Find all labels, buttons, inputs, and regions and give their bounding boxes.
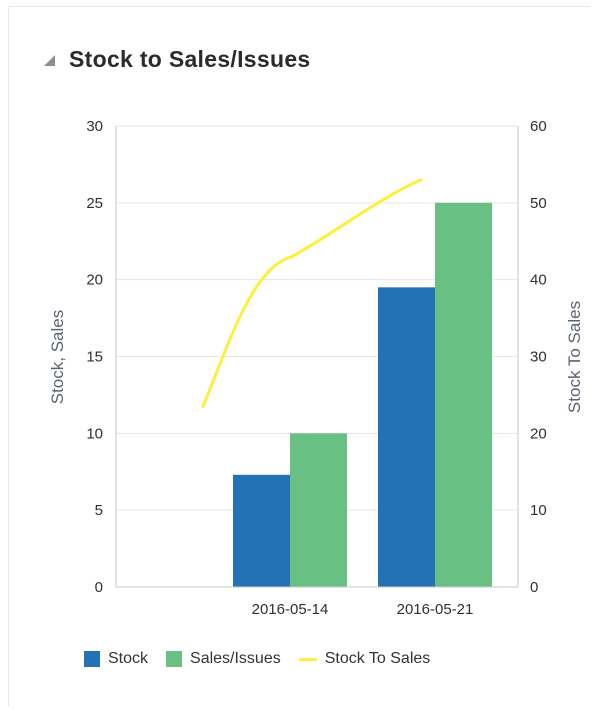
legend-item-ratio[interactable]: Stock To Sales	[298, 650, 431, 668]
collapse-triangle-icon[interactable]	[44, 54, 55, 66]
y-tick-label: 25	[86, 195, 103, 212]
legend-swatch-sales	[166, 651, 183, 667]
y-tick-label: 20	[86, 272, 103, 289]
legend-label-sales: Sales/Issues	[190, 650, 281, 667]
legend-item-sales[interactable]: Sales/Issues	[166, 650, 281, 668]
y2-axis-title: Stock To Sales	[565, 301, 584, 413]
y-tick-label: 10	[86, 425, 103, 442]
y2-tick-label: 40	[530, 272, 547, 289]
bar-stock[interactable]	[233, 474, 290, 587]
bars	[233, 202, 492, 588]
legend-label-stock: Stock	[108, 650, 149, 667]
y-tick-label: 5	[95, 502, 103, 519]
x-tick-label: 2016-05-21	[397, 601, 474, 618]
legend-item-stock[interactable]: Stock	[84, 650, 148, 668]
y-axis-title: Stock, Sales	[48, 310, 67, 405]
bar-sales[interactable]	[290, 433, 347, 587]
y2-tick-label: 30	[530, 349, 547, 366]
line-stock-to-sales[interactable]	[201, 178, 423, 408]
bar-stock[interactable]	[378, 287, 435, 587]
legend-swatch-stock	[84, 651, 100, 667]
panel-title: Stock to Sales/Issues	[69, 45, 311, 72]
axes: 0 5 10 15 20 25 30 0 10 20 30 40 50 60 2016-05-14 2016-…	[86, 118, 546, 618]
y-tick-label: 30	[86, 118, 103, 135]
y2-tick-label: 20	[530, 425, 547, 442]
y-tick-label: 15	[86, 349, 103, 366]
panel-header: Stock to Sales/Issues	[44, 44, 311, 74]
bar-sales[interactable]	[435, 202, 492, 588]
y2-tick-label: 60	[530, 118, 547, 135]
line-series	[201, 178, 423, 408]
legend: Stock Sales/Issues Stock To Sales	[84, 650, 448, 668]
y-tick-label: 0	[95, 579, 103, 596]
y2-tick-label: 50	[530, 195, 547, 212]
legend-swatch-ratio	[298, 657, 317, 661]
y2-tick-label: 0	[530, 579, 538, 596]
legend-label-ratio: Stock To Sales	[324, 650, 431, 667]
y2-tick-label: 10	[530, 502, 547, 519]
x-tick-label: 2016-05-14	[252, 601, 329, 618]
